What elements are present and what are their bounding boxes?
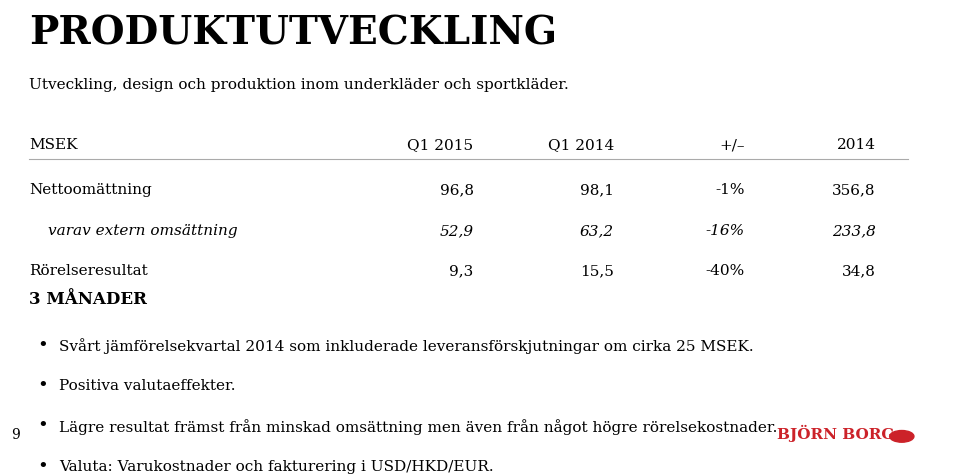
Text: 9: 9	[11, 428, 19, 442]
Text: +/–: +/–	[719, 139, 745, 152]
Text: 3 MÅNADER: 3 MÅNADER	[30, 291, 148, 308]
Text: Lägre resultat främst från minskad omsättning men även från något högre rörelsek: Lägre resultat främst från minskad omsät…	[59, 419, 778, 435]
Text: 356,8: 356,8	[832, 183, 876, 198]
Text: -16%: -16%	[706, 224, 745, 238]
Text: Q1 2014: Q1 2014	[548, 139, 614, 152]
Text: PRODUKTUTVECKLING: PRODUKTUTVECKLING	[30, 15, 557, 53]
Text: 233,8: 233,8	[831, 224, 876, 238]
Text: MSEK: MSEK	[30, 139, 78, 152]
Text: Utveckling, design och produktion inom underkläder och sportkläder.: Utveckling, design och produktion inom u…	[30, 78, 570, 92]
Text: •: •	[36, 337, 48, 355]
Text: •: •	[36, 417, 48, 436]
Text: 96,8: 96,8	[439, 183, 474, 198]
Text: •: •	[36, 458, 48, 476]
Circle shape	[890, 430, 914, 442]
Text: Rörelseresultat: Rörelseresultat	[30, 264, 149, 278]
Text: 9,3: 9,3	[450, 264, 474, 278]
Text: Positiva valutaeffekter.: Positiva valutaeffekter.	[59, 379, 236, 393]
Text: Valuta: Varukostnader och fakturering i USD/HKD/EUR.: Valuta: Varukostnader och fakturering i …	[59, 460, 494, 474]
Text: 52,9: 52,9	[439, 224, 474, 238]
Text: 98,1: 98,1	[580, 183, 614, 198]
Text: 2014: 2014	[836, 139, 876, 152]
Text: -40%: -40%	[706, 264, 745, 278]
Text: 63,2: 63,2	[579, 224, 614, 238]
Text: varav extern omsättning: varav extern omsättning	[48, 224, 238, 238]
Text: •: •	[36, 377, 48, 395]
Text: BJÖRN BORG: BJÖRN BORG	[777, 425, 895, 442]
Text: 15,5: 15,5	[580, 264, 614, 278]
Text: Svårt jämförelsekvartal 2014 som inkluderade leveransförskjutningar om cirka 25 : Svårt jämförelsekvartal 2014 som inklude…	[59, 338, 754, 354]
Text: 34,8: 34,8	[842, 264, 876, 278]
Text: Q1 2015: Q1 2015	[408, 139, 474, 152]
Text: Nettoomättning: Nettoomättning	[30, 183, 152, 198]
Text: -1%: -1%	[715, 183, 745, 198]
